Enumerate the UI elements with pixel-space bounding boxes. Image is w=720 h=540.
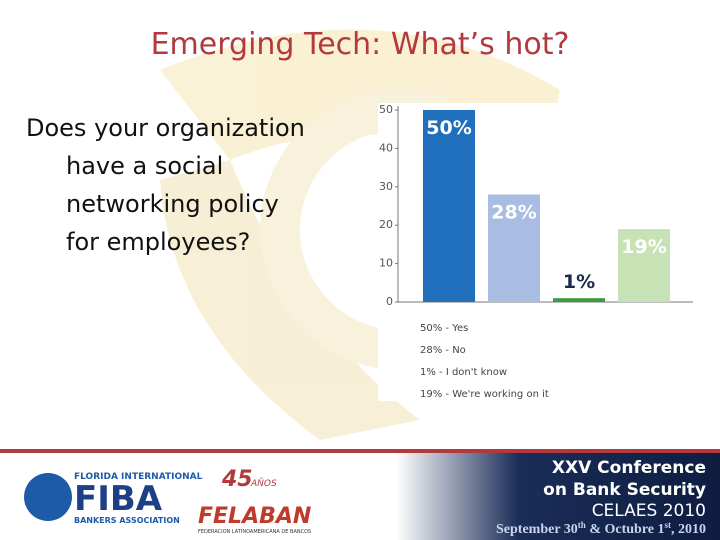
question-line: Does your organization <box>26 114 305 142</box>
question: Does your organization have a social netwo… <box>26 114 305 256</box>
conference: CELAES 2010 <box>592 501 706 521</box>
date-part: & Octubre 1 <box>586 522 665 537</box>
bar <box>553 298 605 302</box>
value-label: 28% <box>491 201 536 223</box>
fiba-line: FLORIDA INTERNATIONAL <box>74 472 203 482</box>
question-line: for employees? <box>66 228 250 256</box>
conference-date: September 30th & Octubre 1st, 2010 <box>496 520 706 537</box>
felaban-anniversary: AÑOS <box>250 478 277 489</box>
value-label: 1% <box>563 271 595 293</box>
y-tick-label: 0 <box>386 295 393 308</box>
felaban-name: FELABAN <box>198 504 311 529</box>
date-part: st <box>665 520 672 530</box>
y-tick-label: 50 <box>379 103 393 116</box>
legend-entry: 1% - I don't know <box>420 367 507 378</box>
slide-title: Emerging Tech: What’s hot? <box>151 27 570 62</box>
bar <box>618 229 670 302</box>
question-line: networking policy <box>66 190 279 218</box>
y-tick-label: 30 <box>379 180 393 193</box>
bar <box>423 110 475 302</box>
fiba-line: BANKERS ASSOCIATION <box>74 516 180 525</box>
bar <box>488 194 540 302</box>
y-tick-label: 40 <box>379 141 393 154</box>
fiba-globe <box>24 473 72 521</box>
date-part: th <box>578 520 586 530</box>
fiba-name: FIBA <box>74 479 163 519</box>
legend-entry: 50% - Yes <box>420 323 468 334</box>
legend-entry: 28% - No <box>420 345 466 356</box>
footer-rule <box>0 449 720 453</box>
date-part: September 30 <box>496 522 578 537</box>
value-label: 50% <box>426 117 471 139</box>
legend-entry: 19% - We're working on it <box>420 389 549 400</box>
y-tick-label: 20 <box>379 218 393 231</box>
conference: on Bank Security <box>543 480 706 500</box>
conference: XXV Conference <box>552 458 706 478</box>
date-part: , 2010 <box>671 522 706 537</box>
question-line: have a social <box>66 152 223 180</box>
value-label: 19% <box>621 236 666 258</box>
y-tick-label: 10 <box>379 257 393 270</box>
footer-band <box>0 449 720 540</box>
felaban-anniversary: 45 <box>221 467 253 492</box>
felaban-line: FEDERACION LATINOAMERICANA DE BANCOS <box>198 529 311 535</box>
chart: 0 10 20 30 40 50 50% 50% - Yes 28% 28% - No 1% 1% -… <box>379 103 693 400</box>
